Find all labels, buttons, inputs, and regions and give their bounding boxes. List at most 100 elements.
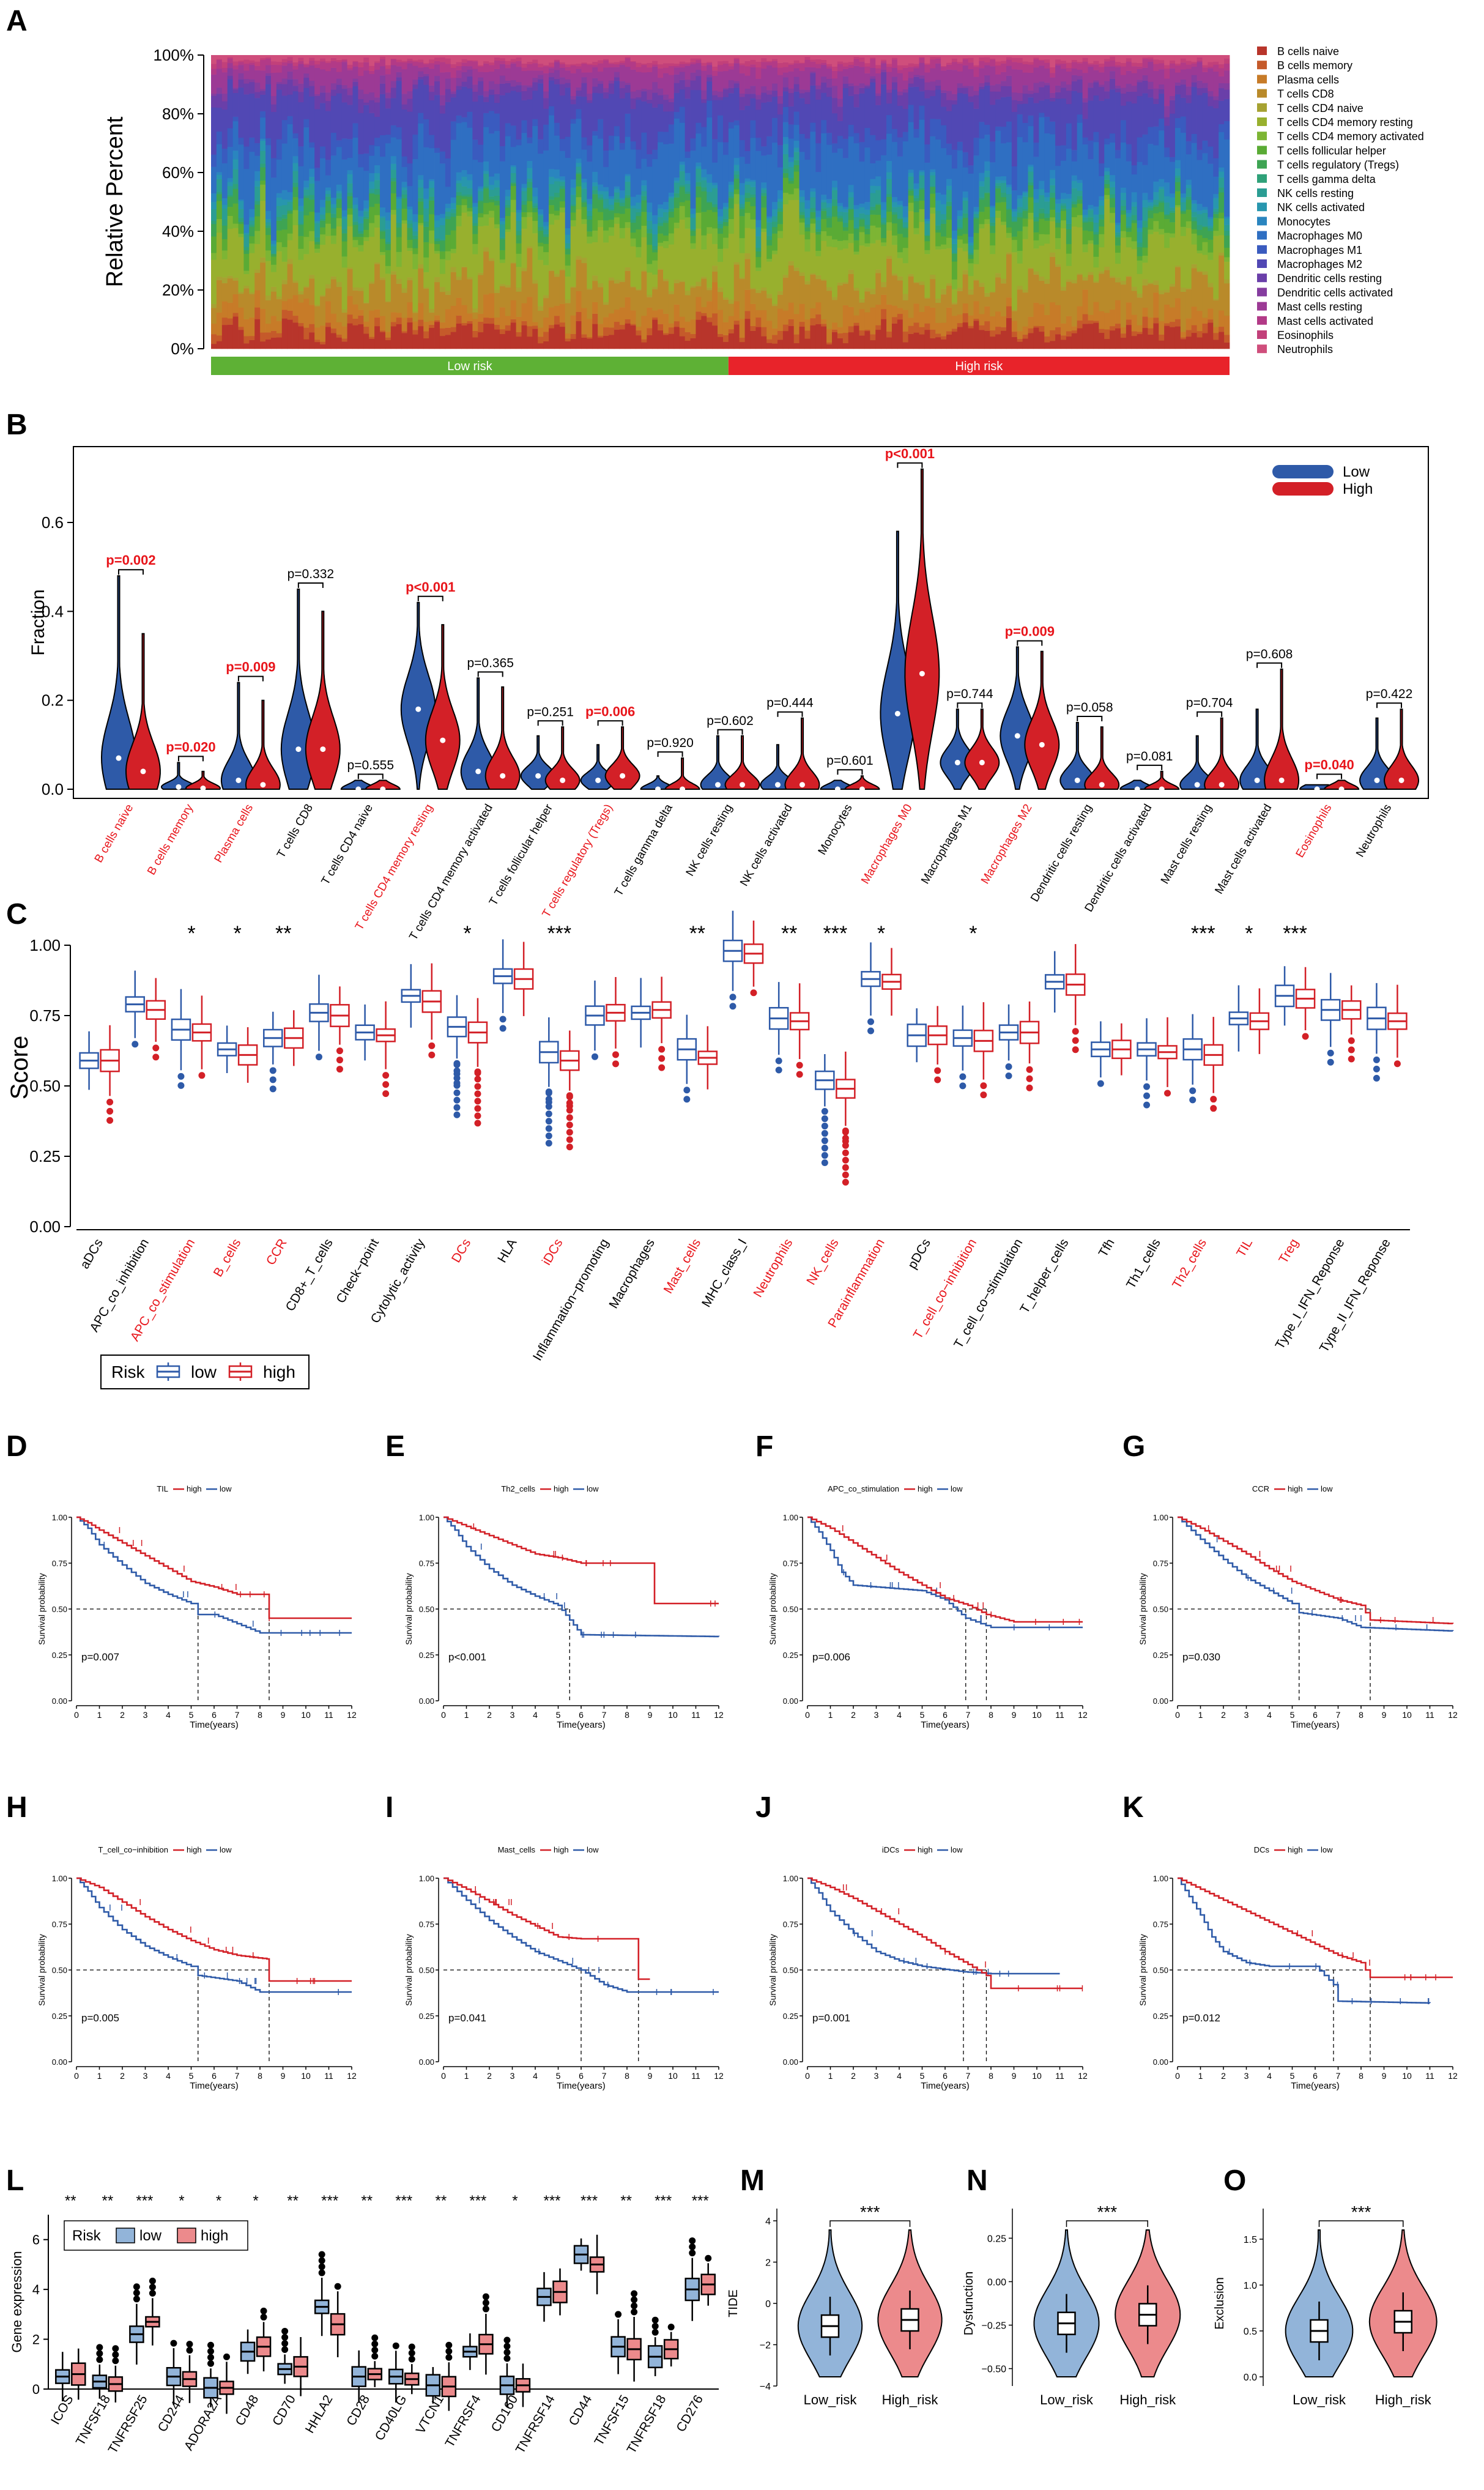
- bar-segment: [429, 181, 435, 188]
- x-tick-label: 12: [347, 1710, 357, 1720]
- bar-segment: [973, 217, 979, 219]
- bar-segment: [516, 212, 522, 221]
- bar-segment: [1180, 337, 1187, 340]
- bar-segment: [565, 303, 571, 334]
- bar-segment: [325, 284, 332, 289]
- bar-segment: [439, 95, 446, 106]
- bar-segment: [1142, 262, 1148, 280]
- bar-segment: [788, 302, 795, 320]
- bar-segment: [538, 259, 544, 307]
- bar-segment: [538, 63, 544, 67]
- bar-segment: [390, 271, 397, 275]
- bar-segment: [842, 212, 849, 223]
- bar-segment: [673, 92, 680, 113]
- outlier-point: [474, 1105, 481, 1112]
- bar-segment: [853, 227, 859, 229]
- bar-segment: [461, 55, 467, 59]
- bar-segment: [505, 199, 511, 206]
- bar-segment: [859, 83, 865, 88]
- bar-segment: [429, 59, 435, 64]
- bar-segment: [483, 61, 489, 64]
- bar-segment: [532, 220, 538, 234]
- bar-segment: [456, 172, 462, 181]
- bar-segment: [232, 69, 239, 88]
- bar-segment: [924, 297, 930, 299]
- bar-segment: [1071, 55, 1078, 61]
- bar-segment: [652, 149, 658, 160]
- bar-segment: [946, 91, 952, 100]
- bar-segment: [499, 218, 506, 221]
- box: [836, 1051, 856, 1186]
- bar-segment: [788, 63, 795, 65]
- bar-segment: [1142, 316, 1148, 329]
- bar-segment: [766, 258, 773, 262]
- plot-frame: [73, 446, 1429, 799]
- bar-segment: [1077, 215, 1083, 228]
- bar-segment: [347, 169, 353, 174]
- legend-swatch: [1257, 75, 1267, 84]
- bar-segment: [516, 267, 522, 288]
- bar-segment: [842, 66, 849, 69]
- bar-segment: [521, 67, 527, 72]
- bar-segment: [772, 83, 778, 91]
- bar-segment: [527, 212, 533, 217]
- bar-segment: [1060, 228, 1067, 287]
- bar-segment: [439, 259, 446, 274]
- bar-segment: [973, 91, 979, 95]
- bar-segment: [292, 163, 299, 171]
- bar-segment: [543, 317, 549, 332]
- outlier-point: [821, 1145, 828, 1152]
- bar-segment: [472, 312, 478, 319]
- bar-segment: [962, 213, 969, 218]
- bar-segment: [755, 220, 762, 228]
- bar-segment: [1050, 55, 1056, 68]
- bar-segment: [718, 97, 724, 100]
- bar-segment: [472, 69, 478, 85]
- bar-segment: [1077, 182, 1083, 191]
- bar-segment: [249, 62, 255, 65]
- bar-segment: [1115, 88, 1121, 92]
- bar-segment: [221, 225, 228, 240]
- bar-segment: [576, 87, 582, 91]
- bar-segment: [930, 186, 936, 187]
- bar-segment: [690, 214, 696, 218]
- bar-segment: [281, 300, 288, 310]
- bar-segment: [864, 330, 870, 349]
- bar-segment: [260, 151, 266, 164]
- bar-segment: [788, 261, 795, 266]
- bar-segment: [973, 318, 979, 321]
- bar-segment: [902, 228, 909, 238]
- bar-segment: [276, 242, 283, 251]
- bar-segment: [1148, 57, 1154, 59]
- bar-segment: [891, 202, 898, 207]
- bar-segment: [957, 92, 963, 142]
- bar-segment: [652, 55, 658, 61]
- bar-segment: [1011, 62, 1018, 70]
- bar-segment: [619, 329, 626, 349]
- bar-segment: [897, 206, 903, 218]
- outlier-point: [821, 1123, 828, 1130]
- bar-segment: [815, 324, 822, 349]
- legend-swatch: [1257, 203, 1267, 212]
- bar-segment: [1028, 115, 1034, 127]
- bar-segment: [690, 236, 696, 243]
- box-pair: HLA: [492, 939, 534, 1265]
- bar-segment: [363, 240, 369, 303]
- bar-segment: [1104, 184, 1110, 188]
- bar-segment: [221, 208, 228, 220]
- box: [907, 1008, 927, 1063]
- bar-segment: [423, 198, 429, 209]
- bar-segment: [712, 271, 718, 283]
- bar-segment: [232, 277, 239, 281]
- bar-segment: [1044, 133, 1050, 193]
- bar-segment: [755, 95, 762, 100]
- bar-segment: [941, 336, 947, 340]
- bar-segment: [641, 342, 647, 349]
- bar-segment: [1196, 57, 1203, 61]
- bar-segment: [249, 93, 255, 138]
- bar-segment: [668, 211, 675, 218]
- outlier-point: [269, 1076, 276, 1083]
- bar-segment: [875, 73, 881, 94]
- bar-segment: [1033, 274, 1039, 303]
